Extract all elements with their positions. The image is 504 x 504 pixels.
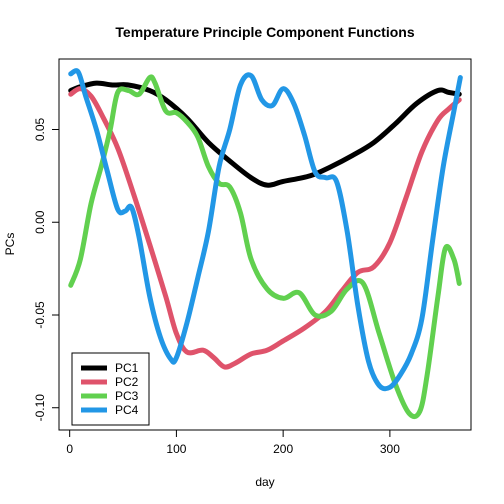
series-line-pc1 bbox=[68, 80, 462, 188]
series-line-pc2 bbox=[68, 86, 462, 370]
x-axis: 0 100 200 300 bbox=[66, 429, 400, 456]
legend-label-pc2: PC2 bbox=[115, 375, 139, 389]
series-layer bbox=[68, 68, 463, 420]
chart-title: Temperature Principle Component Function… bbox=[115, 24, 414, 40]
y-axis-label: PCs bbox=[3, 233, 17, 256]
y-tick-label: -0.10 bbox=[33, 394, 47, 422]
x-tick-label: 300 bbox=[380, 442, 400, 456]
x-tick-label: 100 bbox=[166, 442, 186, 456]
y-tick-label: -0.05 bbox=[33, 301, 47, 329]
x-axis-label: day bbox=[255, 475, 274, 489]
y-tick-label: 0.05 bbox=[33, 117, 47, 141]
series-line-pc3 bbox=[68, 74, 462, 420]
legend-label-pc1: PC1 bbox=[115, 361, 139, 375]
series-line-pc4 bbox=[68, 68, 463, 392]
x-tick-label: 0 bbox=[66, 442, 73, 456]
legend-box bbox=[71, 352, 150, 426]
legend-label-pc3: PC3 bbox=[115, 389, 139, 403]
y-tick-label: 0.00 bbox=[33, 210, 47, 234]
legend-label-pc4: PC4 bbox=[115, 403, 139, 417]
y-axis: -0.10 -0.05 0.00 0.05 bbox=[33, 117, 60, 422]
x-tick-label: 200 bbox=[273, 442, 293, 456]
